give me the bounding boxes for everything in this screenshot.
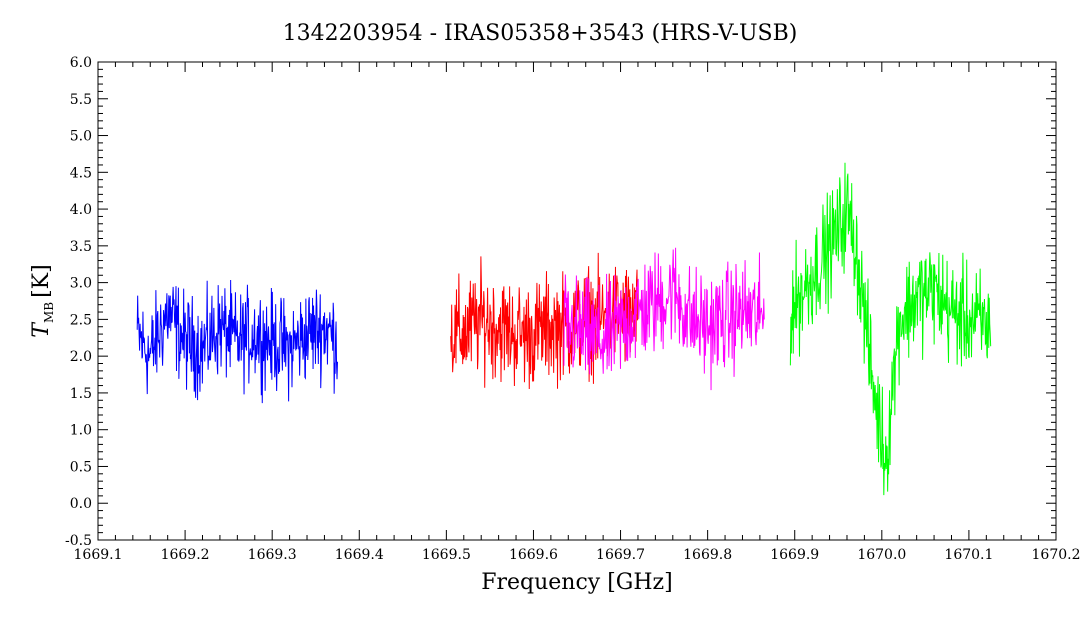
y-ticks: -0.5 0.0 0.5 1.0 1.5 2.0 2.5 3.0 3.5 4.0 4.5 5.0 5.5… [65, 55, 1056, 549]
svg-text:TMB[K]: TMB [K] [29, 264, 56, 337]
y-tick-label: 0.5 [70, 459, 92, 475]
y-tick-label: 6.0 [70, 55, 92, 71]
y-axis-label-main: T [29, 321, 54, 338]
y-tick-label: 3.5 [70, 239, 92, 255]
x-tick-label: 1669.6 [509, 547, 558, 563]
y-tick-label: 1.5 [70, 386, 92, 402]
x-axis-label: Frequency [GHz] [481, 570, 673, 595]
plot-frame [97, 61, 1057, 541]
x-tick-label: 1669.8 [683, 547, 732, 563]
x-ticks: 1669.1 1669.2 1669.3 1669.4 1669.5 1669.6 1669… [74, 62, 1080, 563]
series-line-4 [789, 162, 992, 496]
y-axis-label-sub: MB [42, 302, 56, 323]
x-tick-label: 1669.3 [248, 547, 297, 563]
y-tick-label: 2.5 [70, 312, 92, 328]
x-tick-label: 1669.2 [161, 547, 210, 563]
y-axis-label-unit: [K] [29, 264, 54, 298]
x-tick-label: 1669.1 [74, 547, 123, 563]
y-tick-label: 2.0 [70, 349, 92, 365]
y-tick-label: -0.5 [65, 533, 92, 549]
y-tick-label: 1.0 [70, 423, 92, 439]
y-tick-label: 0.0 [70, 496, 92, 512]
x-tick-label: 1670.1 [944, 547, 993, 563]
x-tick-label: 1669.5 [422, 547, 471, 563]
y-tick-label: 5.0 [70, 129, 92, 145]
y-tick-label: 3.0 [70, 276, 92, 292]
series-layer [136, 162, 992, 496]
x-tick-label: 1670.0 [857, 547, 906, 563]
series-line-3 [563, 247, 765, 391]
x-tick-label: 1670.2 [1032, 547, 1080, 563]
y-tick-label: 5.5 [70, 92, 92, 108]
x-tick-label: 1669.4 [335, 547, 384, 563]
series-line-1 [136, 280, 338, 404]
y-tick-label: 4.5 [70, 165, 92, 181]
y-tick-label: 4.0 [70, 202, 92, 218]
y-axis-label: TMB [K] [29, 264, 56, 337]
chart-title: 1342203954 - IRAS05358+3543 (HRS-V-USB) [283, 21, 798, 46]
x-tick-label: 1669.7 [596, 547, 645, 563]
x-tick-label: 1669.9 [770, 547, 819, 563]
